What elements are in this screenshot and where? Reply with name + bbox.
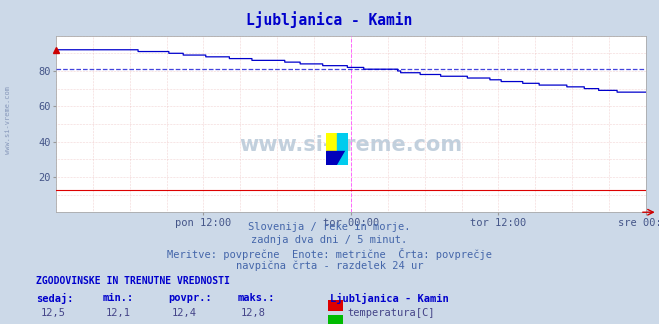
Text: maks.:: maks.: (237, 293, 275, 303)
Text: ZGODOVINSKE IN TRENUTNE VREDNOSTI: ZGODOVINSKE IN TRENUTNE VREDNOSTI (36, 276, 230, 286)
Text: povpr.:: povpr.: (168, 293, 212, 303)
Text: Meritve: povprečne  Enote: metrične  Črta: povprečje: Meritve: povprečne Enote: metrične Črta:… (167, 248, 492, 260)
Bar (337, 133, 348, 165)
Text: 12,4: 12,4 (172, 308, 197, 318)
Text: navpična črta - razdelek 24 ur: navpična črta - razdelek 24 ur (236, 261, 423, 271)
Text: www.si-vreme.com: www.si-vreme.com (239, 135, 463, 155)
Text: min.:: min.: (102, 293, 133, 303)
Polygon shape (337, 146, 348, 165)
Text: 12,5: 12,5 (40, 308, 65, 318)
Bar (326, 133, 337, 165)
Text: 12,8: 12,8 (241, 308, 266, 318)
Bar (326, 151, 348, 165)
Text: 12,1: 12,1 (106, 308, 131, 318)
Text: www.si-vreme.com: www.si-vreme.com (5, 86, 11, 154)
Text: zadnja dva dni / 5 minut.: zadnja dva dni / 5 minut. (251, 235, 408, 245)
Text: temperatura[C]: temperatura[C] (347, 308, 435, 318)
Text: Ljubljanica - Kamin: Ljubljanica - Kamin (246, 11, 413, 28)
Text: Slovenija / reke in morje.: Slovenija / reke in morje. (248, 222, 411, 232)
Text: sedaj:: sedaj: (36, 293, 74, 304)
Text: Ljubljanica - Kamin: Ljubljanica - Kamin (330, 293, 448, 304)
